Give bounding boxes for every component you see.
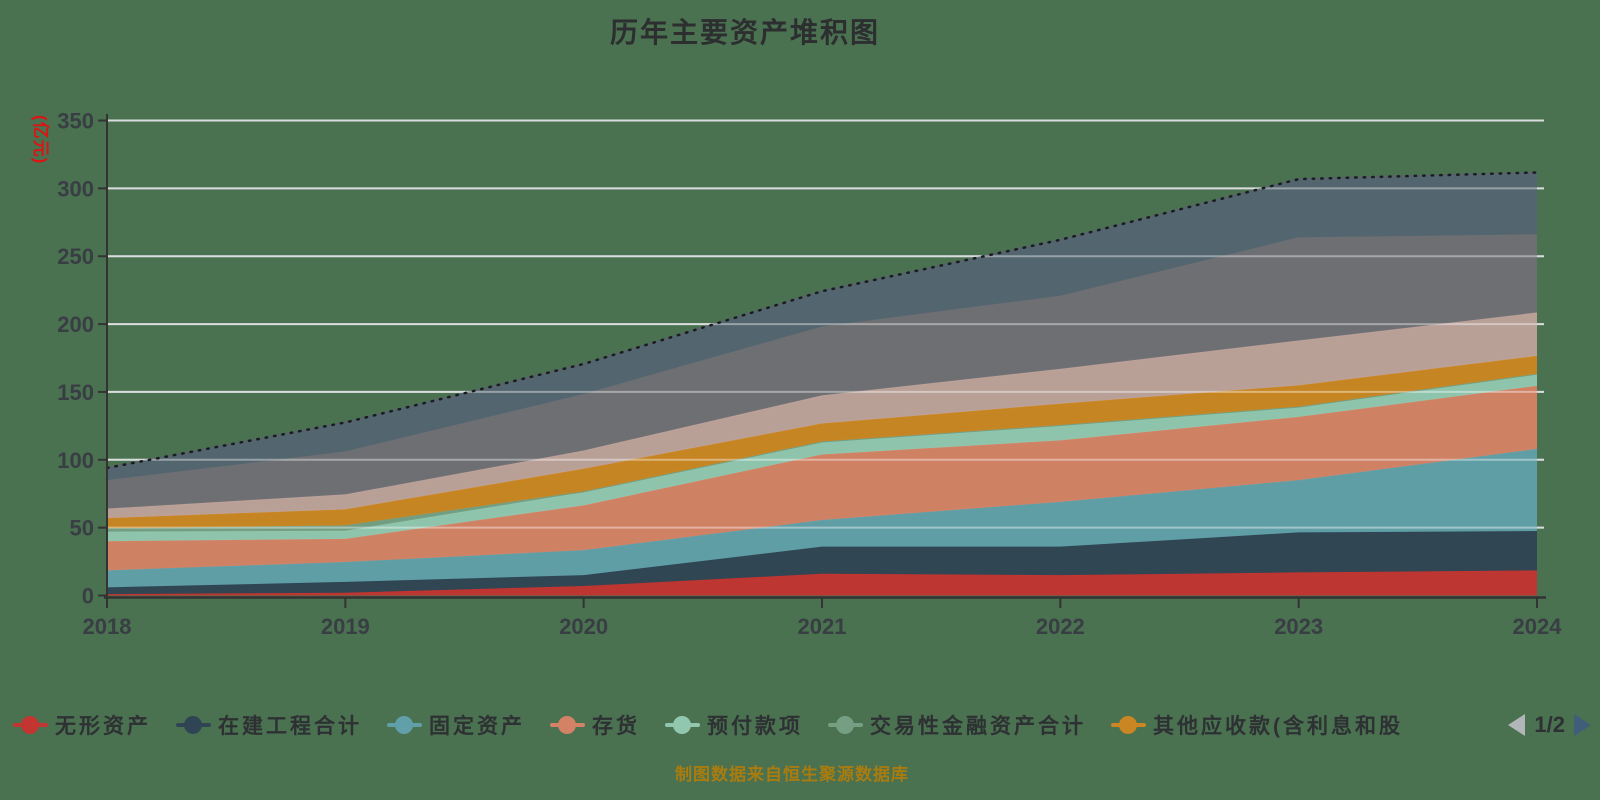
y-tick-label: 350 <box>57 109 94 134</box>
legend-item-6[interactable]: 交易性金融资产合计 <box>828 710 1086 740</box>
legend-next-page-icon[interactable] <box>1574 714 1591 736</box>
area-band-series-8[interactable] <box>107 312 1537 519</box>
x-tick-label: 2024 <box>1513 614 1563 639</box>
legend-label: 预付款项 <box>707 715 803 738</box>
legend-page-indicator: 1/2 <box>1534 712 1565 737</box>
legend-label: 交易性金融资产合计 <box>870 715 1086 738</box>
x-tick-label: 2021 <box>798 614 847 639</box>
x-tick-label: 2018 <box>83 614 132 639</box>
legend-pager: 1/2 <box>1508 712 1591 738</box>
legend-label: 其他应收款(含利息和股 <box>1153 715 1403 738</box>
legend-item-1[interactable]: 无形资产 <box>13 710 151 740</box>
area-band-series-10[interactable] <box>107 172 1537 481</box>
legend-label: 在建工程合计 <box>218 715 362 738</box>
legend: 无形资产 在建工程合计 固定资产 存货 预付款项 交易性金融资产合计 其他应收款(含利息和股… <box>13 710 1591 740</box>
legend-item-2[interactable]: 在建工程合计 <box>176 710 362 740</box>
area-band-固定资产[interactable] <box>107 448 1537 588</box>
x-tick-label: 2022 <box>1036 614 1085 639</box>
legend-line-circle-icon <box>1111 715 1146 735</box>
legend-line-circle-icon <box>176 715 211 735</box>
area-band-存货[interactable] <box>107 385 1537 571</box>
legend-item-3[interactable]: 固定资产 <box>387 710 525 740</box>
x-tick-label: 2023 <box>1274 614 1323 639</box>
area-band-无形资产[interactable] <box>107 570 1537 596</box>
y-tick-label: 100 <box>57 448 94 473</box>
legend-line-circle-icon <box>13 715 48 735</box>
y-tick-label: 200 <box>57 312 94 337</box>
y-tick-label: 300 <box>57 176 94 201</box>
data-source-note: 制图数据来自恒生聚源数据库 <box>675 765 909 784</box>
legend-label: 无形资产 <box>55 715 151 738</box>
x-tick-label: 2020 <box>559 614 608 639</box>
legend-item-5[interactable]: 预付款项 <box>665 710 803 740</box>
y-tick-label: 250 <box>57 244 94 269</box>
chart-title: 历年主要资产堆积图 <box>609 17 880 48</box>
area-band-其他应收款(含利息和股[interactable] <box>107 355 1537 529</box>
legend-label: 固定资产 <box>429 715 525 738</box>
legend-prev-page-icon[interactable] <box>1508 714 1526 736</box>
legend-line-circle-icon <box>387 715 422 735</box>
legend-line-circle-icon <box>550 715 585 735</box>
legend-item-4[interactable]: 存货 <box>550 710 640 740</box>
y-tick-label: 50 <box>70 516 94 541</box>
legend-label: 存货 <box>592 715 640 738</box>
y-tick-label: 0 <box>82 584 94 609</box>
y-tick-label: 150 <box>57 380 94 405</box>
legend-item-7[interactable]: 其他应收款(含利息和股 <box>1111 710 1403 740</box>
legend-line-circle-icon <box>665 715 700 735</box>
y-axis-unit-label: (亿元) <box>31 115 50 165</box>
legend-line-circle-icon <box>828 715 863 735</box>
area-line-series-10 <box>106 171 1538 469</box>
area-band-series-9[interactable] <box>107 234 1537 509</box>
area-band-在建工程合计[interactable] <box>107 531 1537 595</box>
x-tick-label: 2019 <box>321 614 370 639</box>
